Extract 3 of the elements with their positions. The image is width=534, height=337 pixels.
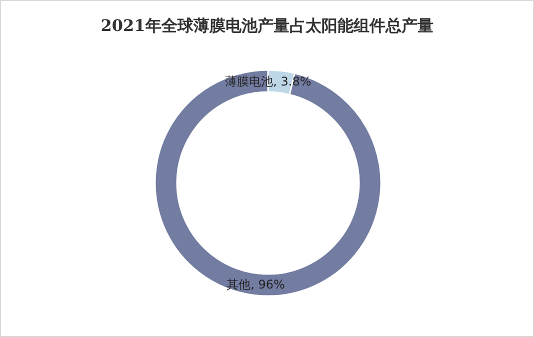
- slice-label: 其他, 96%: [226, 277, 285, 292]
- chart-title: 2021年全球薄膜电池产量占太阳能组件总产量: [100, 16, 434, 35]
- donut-slice: [154, 69, 382, 297]
